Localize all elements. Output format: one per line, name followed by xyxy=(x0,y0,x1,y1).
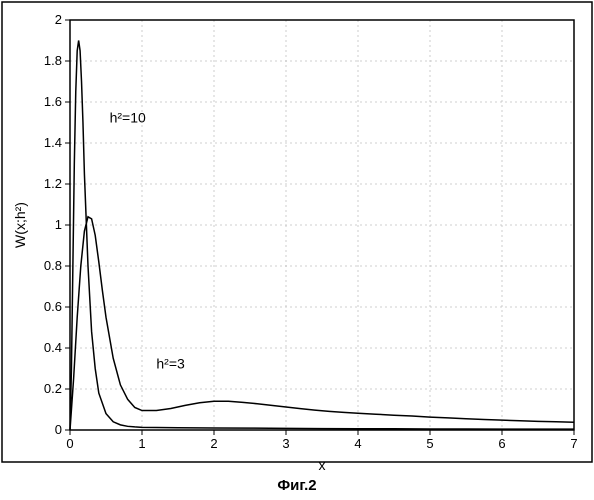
ytick-label: 1.2 xyxy=(44,176,62,191)
ytick-label: 1.4 xyxy=(44,135,62,150)
xtick-label: 2 xyxy=(210,436,217,451)
ytick-label: 2 xyxy=(55,12,62,27)
x-axis-label: x xyxy=(319,457,326,473)
ytick-label: 1.6 xyxy=(44,94,62,109)
ytick-label: 0.4 xyxy=(44,340,62,355)
ytick-label: 1 xyxy=(55,217,62,232)
annotation: h²=3 xyxy=(156,356,185,372)
figure-caption: Фиг.2 xyxy=(277,477,316,494)
xtick-label: 0 xyxy=(66,436,73,451)
ytick-label: 0.6 xyxy=(44,299,62,314)
ytick-label: 0.8 xyxy=(44,258,62,273)
line-chart: 0 1 2 3 4 5 6 7 0 0.2 0.4 0.6 0.8 1 1.2 1.4 1.6 1.8 2 x W(x;… xyxy=(0,0,594,500)
ytick-label: 0.2 xyxy=(44,381,62,396)
y-axis-label: W(x;h²) xyxy=(12,202,28,248)
xtick-label: 7 xyxy=(570,436,577,451)
chart-container: 0 1 2 3 4 5 6 7 0 0.2 0.4 0.6 0.8 1 1.2 1.4 1.6 1.8 2 x W(x;… xyxy=(0,0,594,500)
annotation: h²=10 xyxy=(110,110,146,126)
xtick-label: 4 xyxy=(354,436,361,451)
ytick-label: 0 xyxy=(55,422,62,437)
xtick-label: 5 xyxy=(426,436,433,451)
xtick-label: 6 xyxy=(498,436,505,451)
xtick-label: 3 xyxy=(282,436,289,451)
ytick-label: 1.8 xyxy=(44,53,62,68)
xtick-label: 1 xyxy=(138,436,145,451)
